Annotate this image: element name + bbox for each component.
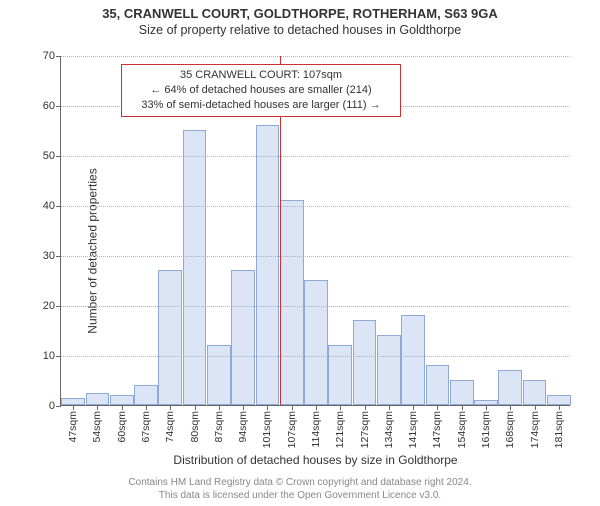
xtick-label: 74sqm [164,411,176,443]
xtick-mark [486,405,487,410]
histogram-bar [280,200,304,405]
histogram-bar [158,270,182,405]
xtick-mark [340,405,341,410]
xtick-label: 168sqm [504,411,516,448]
xtick-mark [437,405,438,410]
xtick-label: 121sqm [334,411,346,448]
gridline [61,156,570,157]
histogram-bar [426,365,450,405]
footer-line-2: This data is licensed under the Open Gov… [128,489,471,502]
footer-line-1: Contains HM Land Registry data © Crown c… [128,476,471,489]
page-subtitle: Size of property relative to detached ho… [0,23,600,37]
callout-line: 33% of semi-detached houses are larger (… [130,98,392,113]
xtick-mark [170,405,171,410]
page-title: 35, CRANWELL COURT, GOLDTHORPE, ROTHERHA… [0,6,600,21]
histogram-bar [304,280,328,405]
property-callout: 35 CRANWELL COURT: 107sqm← 64% of detach… [121,64,401,117]
histogram-bar [110,395,134,405]
histogram-bar [547,395,571,405]
xtick-mark [462,405,463,410]
ytick-label: 10 [43,350,55,362]
ytick-label: 50 [43,150,55,162]
histogram-bar [450,380,474,405]
xtick-label: 94sqm [237,411,249,443]
xtick-label: 107sqm [286,411,298,448]
ytick-label: 20 [43,300,55,312]
xtick-label: 67sqm [140,411,152,443]
ytick-mark [56,356,61,357]
ytick-mark [56,256,61,257]
xtick-label: 154sqm [456,411,468,448]
ytick-label: 30 [43,250,55,262]
histogram-bar [523,380,547,405]
histogram-bar [61,398,85,406]
histogram-bar [231,270,255,405]
histogram-bar [498,370,522,405]
gridline [61,206,570,207]
callout-line: ← 64% of detached houses are smaller (21… [130,83,392,98]
xtick-mark [389,405,390,410]
xtick-mark [97,405,98,410]
xtick-label: 54sqm [91,411,103,443]
xtick-mark [219,405,220,410]
xtick-mark [73,405,74,410]
x-axis-label: Distribution of detached houses by size … [173,453,457,467]
xtick-label: 174sqm [529,411,541,448]
xtick-mark [292,405,293,410]
histogram-bar [256,125,280,405]
xtick-mark [195,405,196,410]
footer-attribution: Contains HM Land Registry data © Crown c… [128,476,471,502]
histogram-bar [86,393,110,406]
gridline [61,56,570,57]
xtick-mark [510,405,511,410]
ytick-label: 40 [43,200,55,212]
xtick-mark [243,405,244,410]
xtick-label: 181sqm [553,411,565,448]
histogram-bar [401,315,425,405]
gridline [61,356,570,357]
ytick-mark [56,406,61,407]
ytick-mark [56,106,61,107]
xtick-mark [146,405,147,410]
ytick-mark [56,206,61,207]
xtick-label: 161sqm [480,411,492,448]
histogram-bar [328,345,352,405]
ytick-label: 0 [49,400,55,412]
gridline [61,256,570,257]
ytick-mark [56,56,61,57]
xtick-label: 80sqm [189,411,201,443]
histogram-bar [183,130,207,405]
plot-area: Distribution of detached houses by size … [60,56,570,406]
chart-container: Number of detached properties Distributi… [0,46,600,456]
xtick-mark [535,405,536,410]
gridline [61,306,570,307]
xtick-label: 60sqm [116,411,128,443]
xtick-label: 141sqm [407,411,419,448]
xtick-mark [365,405,366,410]
xtick-mark [122,405,123,410]
ytick-mark [56,156,61,157]
xtick-label: 114sqm [310,411,322,448]
xtick-mark [559,405,560,410]
ytick-mark [56,306,61,307]
xtick-label: 127sqm [359,411,371,448]
xtick-label: 87sqm [213,411,225,443]
histogram-bar [134,385,158,405]
histogram-bar [207,345,231,405]
xtick-mark [316,405,317,410]
histogram-bar [353,320,377,405]
xtick-label: 134sqm [383,411,395,448]
ytick-label: 60 [43,100,55,112]
xtick-label: 47sqm [67,411,79,443]
ytick-label: 70 [43,50,55,62]
xtick-label: 147sqm [431,411,443,448]
histogram-bar [377,335,401,405]
xtick-label: 101sqm [261,411,273,448]
callout-line: 35 CRANWELL COURT: 107sqm [130,68,392,83]
xtick-mark [413,405,414,410]
xtick-mark [267,405,268,410]
